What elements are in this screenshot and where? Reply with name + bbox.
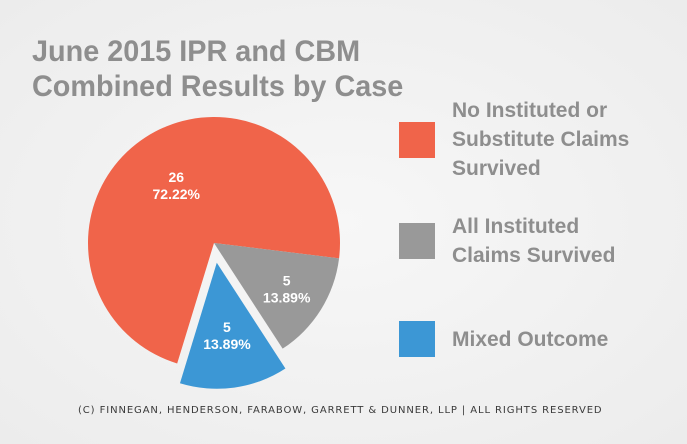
slice-value-label-all-claims-survived: 5 [283,272,291,288]
chart-title-line-1: June 2015 IPR and CBM [32,35,361,68]
slice-percent-label-mixed-outcome: 13.89% [203,336,251,352]
legend-label-line: Mixed Outcome [452,327,609,351]
slice-percent-label-no-claims-survived: 72.22% [153,186,201,202]
pie-slice-mixed-outcome [179,262,286,389]
legend-swatch-mixed-outcome [399,321,435,357]
chart-title-line-2: Combined Results by Case [32,70,404,103]
legend-swatch-all-claims-survived [399,223,435,259]
legend-label-line: Substitute Claims [452,128,630,151]
legend-item-all-claims-survived: All Instituted Claims Survived [399,212,615,270]
legend-label-line: Claims Survived [452,244,616,267]
legend-label-line: All Instituted [452,215,580,238]
copyright-footer: (C) FINNEGAN, HENDERSON, FARABOW, GARRET… [78,405,603,416]
slice-value-label-no-claims-survived: 26 [168,169,184,185]
chart-title: June 2015 IPR and CBM Combined Results b… [32,34,416,104]
legend-item-no-claims-survived: No Instituted or Substitute Claims Survi… [399,96,629,183]
legend-swatch-no-claims-survived [399,121,435,158]
pie-slice-no-claims-survived [88,117,340,364]
legend-label-all-claims-survived: All Instituted Claims Survived [452,212,615,270]
pie-slice-all-claims-survived [214,243,340,349]
legend-label-mixed-outcome: Mixed Outcome [452,325,608,354]
legend-label-line: No Instituted or [452,99,608,122]
legend-label-no-claims-survived: No Instituted or Substitute Claims Survi… [452,96,629,183]
legend-item-mixed-outcome: Mixed Outcome [399,321,608,357]
slice-value-label-mixed-outcome: 5 [223,319,231,335]
slice-percent-label-all-claims-survived: 13.89% [263,289,311,305]
legend-label-line: Survived [452,157,541,180]
